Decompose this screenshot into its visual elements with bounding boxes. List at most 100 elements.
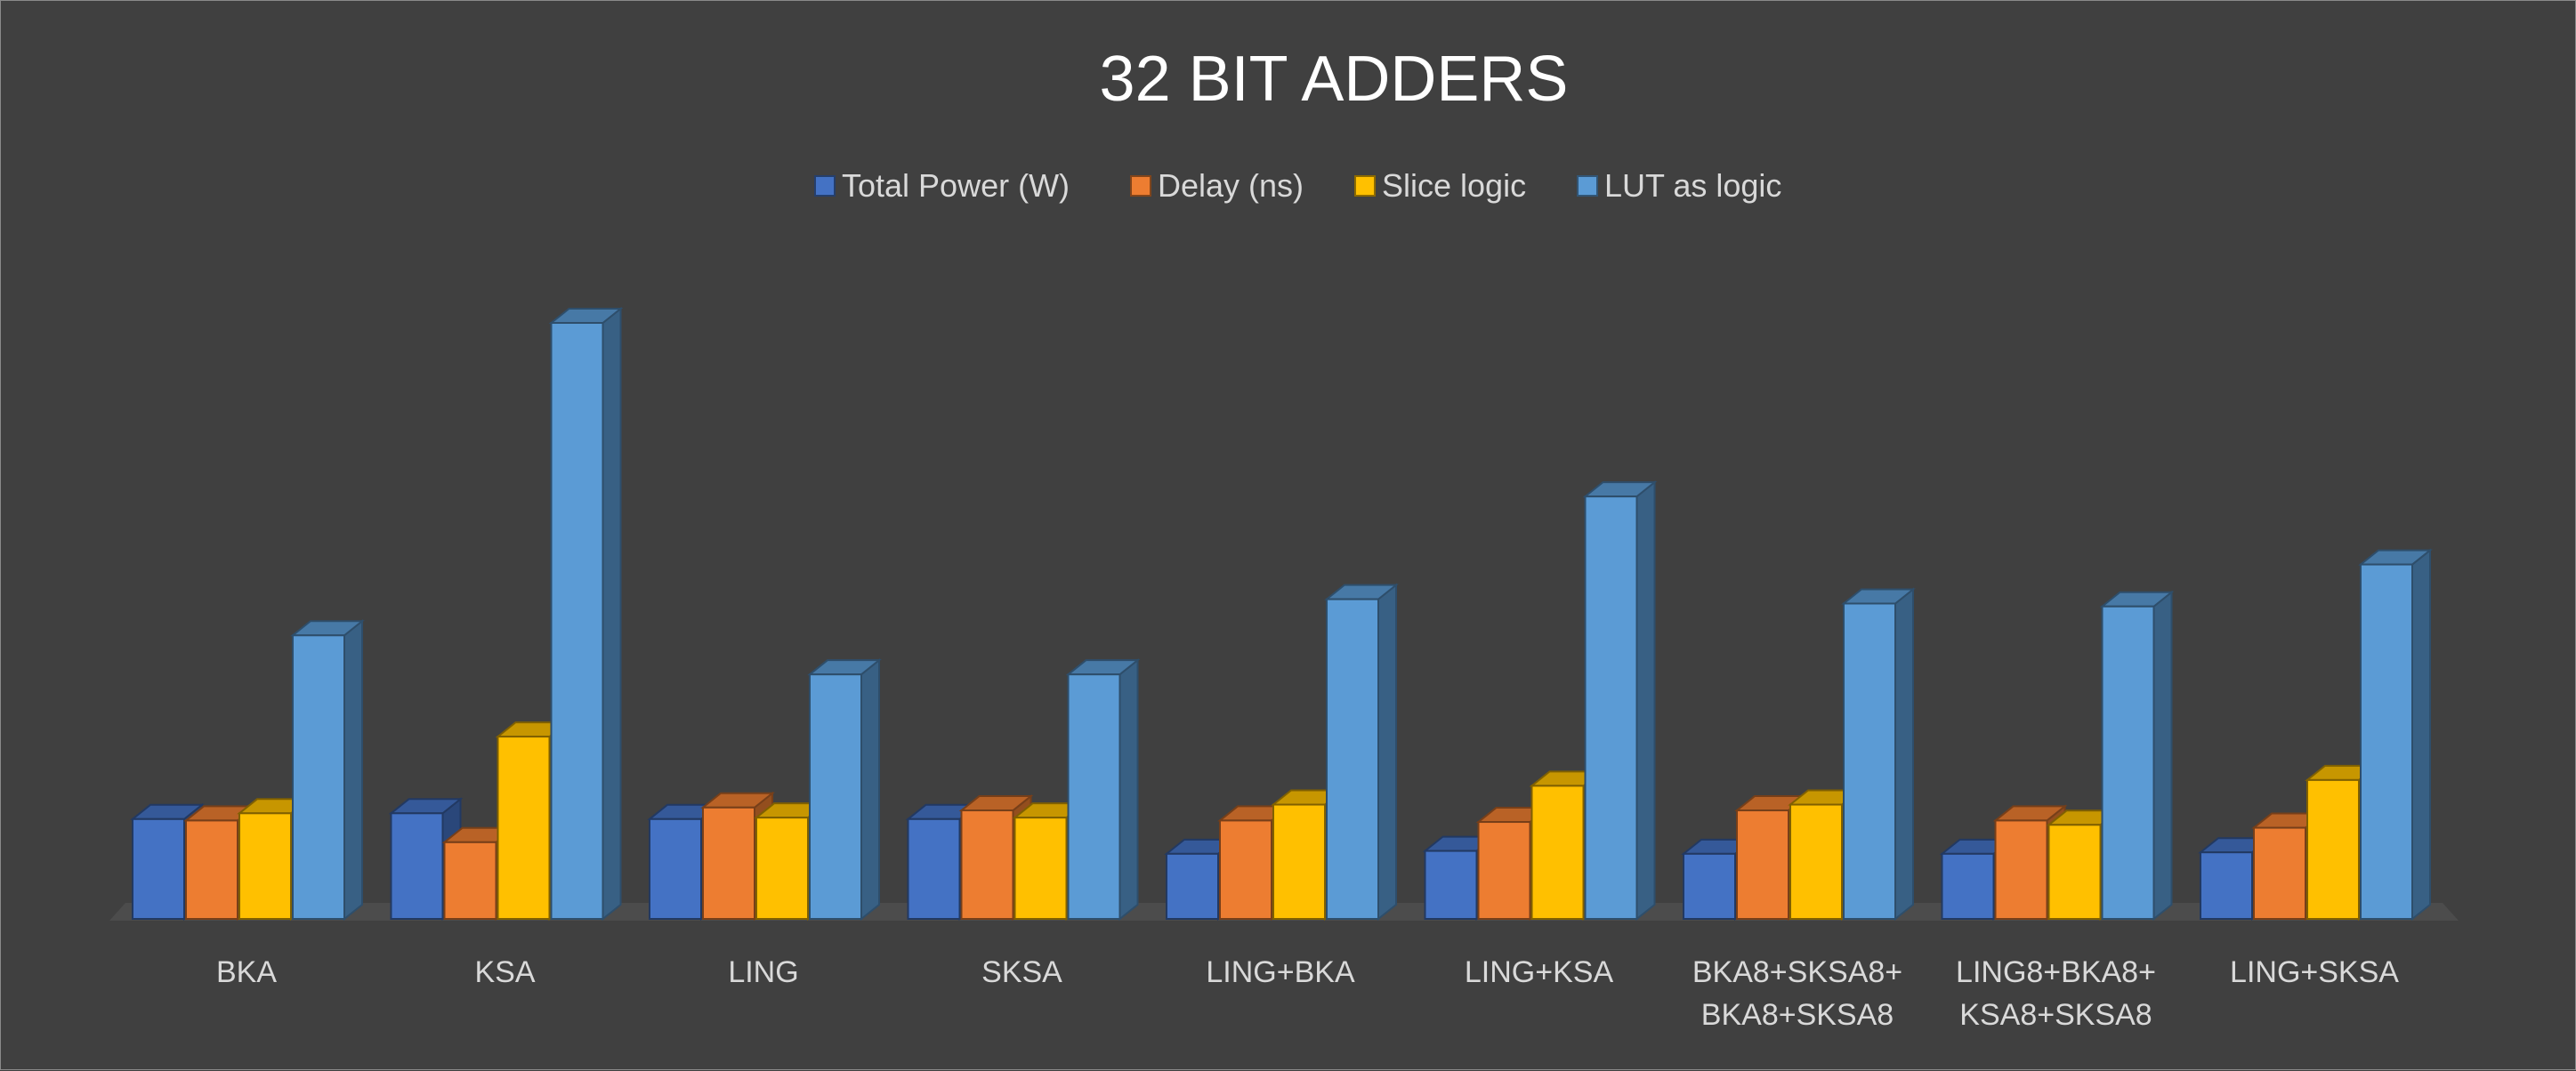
bar-side-face <box>1118 658 1139 922</box>
bar-front-face <box>1166 852 1219 920</box>
x-tick-label-line: LING8+BKA8+ <box>1956 955 2156 989</box>
legend-label-total-power-w: Total Power (W) <box>842 167 1070 204</box>
bar-front-face <box>550 322 604 920</box>
bars-layer <box>130 306 2433 922</box>
bar-front-face <box>1326 598 1379 921</box>
legend-item-delay-ns: Delay (ns) <box>1130 167 1304 204</box>
bar-front-face <box>2101 605 2155 920</box>
x-tick-label-line: KSA <box>474 955 535 989</box>
x-tick-label-line: BKA8+SKSA8 <box>1701 998 1894 1032</box>
legend: Total Power (W) Delay (ns) Slice logic LUT … <box>814 167 1781 204</box>
bar-front-face <box>755 817 809 920</box>
bar-front-face <box>649 817 702 920</box>
bar-front-face <box>1843 602 1896 920</box>
bar-front-face <box>1013 817 1068 920</box>
bar-front-face <box>292 634 345 920</box>
x-axis-labels: BKA KSA LING SKSA LING+BKA LING+KSA BKA8+SKSA8… <box>216 955 2399 1032</box>
bar-delay-ns-ling <box>700 791 775 922</box>
bar-front-face <box>185 819 238 921</box>
bar-front-face <box>1477 821 1531 921</box>
legend-label-lut-as-logic: LUT as logic <box>1604 167 1781 204</box>
bar-group-ling <box>647 658 882 922</box>
bar-front-face <box>2306 778 2360 920</box>
x-tick-label: LING <box>728 955 798 989</box>
bar-front-face <box>2360 563 2413 921</box>
x-tick-label: BKA8+SKSA8+ BKA8+SKSA8 <box>1692 955 1902 1032</box>
bar-front-face <box>702 806 755 920</box>
bar-group-ling8-bka8-ksa8-sksa8 <box>1939 590 2175 922</box>
x-tick-label-line: LING+BKA <box>1206 955 1355 989</box>
bar-front-face <box>1067 673 1121 921</box>
bar-lut-as-logic-ling-sksa <box>2358 548 2433 922</box>
bar-lut-as-logic-ling-bka <box>1324 583 1399 922</box>
x-tick-label: BKA <box>216 955 277 989</box>
bar-front-face <box>1683 852 1736 920</box>
x-tick-label-line: BKA <box>216 955 277 989</box>
bar-front-face <box>2200 851 2253 920</box>
bar-front-face <box>2047 824 2102 921</box>
legend-swatch-delay-ns <box>1130 175 1151 197</box>
x-tick-label: LING+SKSA <box>2230 955 2399 989</box>
bar-side-face <box>602 306 622 922</box>
bar-front-face <box>497 736 551 921</box>
bar-front-face <box>443 841 497 920</box>
chart-title: 32 BIT ADDERS <box>1100 44 1569 115</box>
x-tick-label-line: LING+SKSA <box>2230 955 2399 989</box>
x-tick-label: SKSA <box>981 955 1062 989</box>
bar-side-face <box>1635 480 1656 922</box>
bar-group-ling-sksa <box>2198 548 2433 922</box>
bar-front-face <box>238 812 292 921</box>
bar-front-face <box>1424 850 1478 920</box>
legend-swatch-total-power-w <box>814 175 836 197</box>
bar-front-face <box>2253 826 2306 920</box>
bar-front-face <box>1584 495 1638 920</box>
x-tick-label: LING+KSA <box>1465 955 1614 989</box>
bar-group-ksa <box>388 306 624 922</box>
x-tick-label: LING8+BKA8+ KSA8+SKSA8 <box>1956 955 2156 1032</box>
x-tick-label: LING+BKA <box>1206 955 1355 989</box>
bar-front-face <box>1789 803 1843 920</box>
bar-front-face <box>809 673 862 921</box>
bar-front-face <box>1219 819 1272 921</box>
bar-side-face <box>1377 583 1397 922</box>
x-tick-label-line: SKSA <box>981 955 1062 989</box>
bar-front-face <box>1736 809 1789 921</box>
bar-side-face <box>2411 548 2431 922</box>
bar-group-sksa <box>905 658 1141 922</box>
bar-group-bka8-sksa8-bka8-sksa8 <box>1681 587 1916 922</box>
bar-front-face <box>907 817 961 920</box>
bar-front-face <box>960 809 1014 921</box>
x-tick-label-line: LING+KSA <box>1465 955 1614 989</box>
bar-front-face <box>390 812 444 921</box>
bar-front-face <box>1530 785 1585 921</box>
bar-lut-as-logic-ling <box>807 658 882 922</box>
legend-label-delay-ns: Delay (ns) <box>1158 167 1304 204</box>
x-tick-label-line: KSA8+SKSA8 <box>1959 998 2152 1032</box>
legend-item-total-power-w: Total Power (W) <box>814 167 1070 204</box>
x-tick-label-line: LING <box>728 955 798 989</box>
bar-side-face <box>343 619 363 922</box>
bar-side-face <box>2152 590 2173 922</box>
bar-side-face <box>1894 587 1914 922</box>
bar-lut-as-logic-bka <box>290 619 365 922</box>
bar-lut-as-logic-bka8-sksa8-bka8-sksa8 <box>1841 587 1916 922</box>
legend-swatch-slice-logic <box>1354 175 1376 197</box>
bar-lut-as-logic-ling-ksa <box>1582 480 1658 922</box>
legend-label-slice-logic: Slice logic <box>1382 167 1526 204</box>
bar-group-bka <box>130 619 365 922</box>
bar-lut-as-logic-ling8-bka8-ksa8-sksa8 <box>2099 590 2175 922</box>
x-tick-label-line: BKA8+SKSA8+ <box>1692 955 1902 989</box>
bar-front-face <box>1272 803 1326 920</box>
legend-item-slice-logic: Slice logic <box>1354 167 1526 204</box>
bar-lut-as-logic-sksa <box>1065 658 1141 922</box>
bar-front-face <box>1941 852 1995 920</box>
bar-group-ling-ksa <box>1422 480 1658 922</box>
bar-front-face <box>1994 819 2048 921</box>
bar-lut-as-logic-ksa <box>548 306 624 922</box>
legend-swatch-lut-as-logic <box>1577 175 1598 197</box>
bar-front-face <box>132 817 185 920</box>
bar-side-face <box>860 658 880 922</box>
bar-group-ling-bka <box>1164 583 1399 922</box>
x-tick-label: KSA <box>474 955 535 989</box>
